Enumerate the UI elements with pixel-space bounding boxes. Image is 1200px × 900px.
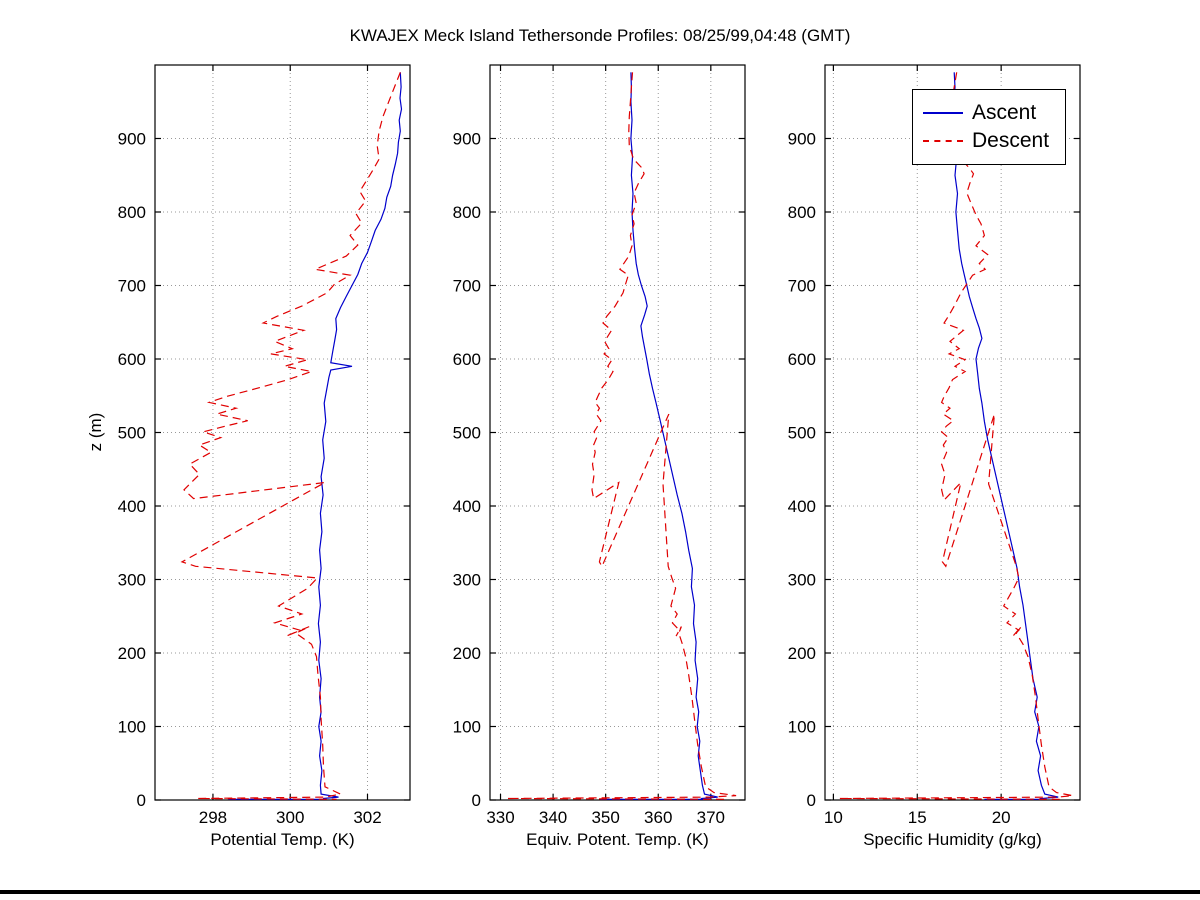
y-tick-label: 300 bbox=[788, 571, 816, 590]
x-axis-label-equiv-potent-temp: Equiv. Potent. Temp. (K) bbox=[526, 830, 709, 849]
ascent-line bbox=[228, 72, 403, 800]
panel-equiv-potent-temp: 330 340 350 360 370 0 100 200 300 400 500 600 700 800… bbox=[453, 64, 746, 827]
y-tick-label: 800 bbox=[453, 203, 481, 222]
y-tick-label: 0 bbox=[137, 791, 146, 810]
ascent-line-swatch bbox=[923, 112, 963, 114]
y-tick-label: 700 bbox=[453, 277, 481, 296]
y-tick-label: 800 bbox=[118, 203, 146, 222]
x-tick-label: 370 bbox=[697, 808, 725, 827]
y-tick-label: 300 bbox=[453, 571, 481, 590]
x-tick-label: 300 bbox=[276, 808, 304, 827]
x-tick-label: 298 bbox=[199, 808, 227, 827]
descent-line bbox=[180, 72, 401, 800]
x-tick-label: 15 bbox=[908, 808, 927, 827]
y-tick-label: 100 bbox=[788, 718, 816, 737]
descent-line bbox=[506, 72, 737, 800]
y-tick-label: 0 bbox=[472, 791, 481, 810]
x-tick-label: 340 bbox=[539, 808, 567, 827]
y-tick-label: 400 bbox=[453, 497, 481, 516]
y-tick-label: 500 bbox=[453, 424, 481, 443]
y-tick-label: 700 bbox=[118, 277, 146, 296]
y-tick-label: 800 bbox=[788, 203, 816, 222]
y-axis-label: z (m) bbox=[86, 412, 105, 452]
legend-ascent-label: Ascent bbox=[972, 101, 1037, 124]
y-tick-label: 100 bbox=[453, 718, 481, 737]
y-tick-label: 900 bbox=[453, 130, 481, 149]
legend-descent-label: Descent bbox=[972, 129, 1050, 152]
y-tick-label: 400 bbox=[788, 497, 816, 516]
y-tick-label: 600 bbox=[453, 350, 481, 369]
y-tick-label: 200 bbox=[788, 644, 816, 663]
legend: Ascent Descent bbox=[912, 89, 1067, 165]
y-tick-label: 700 bbox=[788, 277, 816, 296]
y-tick-label: 900 bbox=[788, 130, 816, 149]
y-tick-label: 900 bbox=[118, 130, 146, 149]
y-tick-label: 500 bbox=[788, 424, 816, 443]
x-axis-label-specific-humidity: Specific Humidity (g/kg) bbox=[863, 830, 1042, 849]
x-tick-label: 330 bbox=[486, 808, 514, 827]
x-axis-label-potential-temp: Potential Temp. (K) bbox=[210, 830, 355, 849]
y-tick-label: 500 bbox=[118, 424, 146, 443]
ascent-line bbox=[600, 72, 718, 800]
ascent-line bbox=[953, 72, 1059, 800]
x-tick-label: 360 bbox=[644, 808, 672, 827]
descent-line-swatch bbox=[923, 140, 963, 142]
descent-line bbox=[839, 72, 1073, 800]
legend-row-descent: Descent bbox=[923, 127, 1049, 155]
panel-potential-temp: 298 300 302 0 100 200 300 400 500 600 700 800 900 bbox=[118, 64, 411, 827]
y-tick-label: 0 bbox=[807, 791, 816, 810]
legend-row-ascent: Ascent bbox=[923, 99, 1049, 127]
y-tick-label: 300 bbox=[118, 571, 146, 590]
y-tick-label: 600 bbox=[788, 350, 816, 369]
x-tick-label: 20 bbox=[992, 808, 1011, 827]
x-tick-label: 10 bbox=[824, 808, 843, 827]
x-tick-label: 302 bbox=[353, 808, 381, 827]
y-tick-label: 200 bbox=[118, 644, 146, 663]
y-tick-label: 100 bbox=[118, 718, 146, 737]
figure-title: KWAJEX Meck Island Tethersonde Profiles:… bbox=[349, 26, 851, 45]
y-tick-label: 600 bbox=[118, 350, 146, 369]
bottom-border bbox=[0, 890, 1200, 894]
x-tick-label: 350 bbox=[591, 808, 619, 827]
y-tick-label: 400 bbox=[118, 497, 146, 516]
y-tick-label: 200 bbox=[453, 644, 481, 663]
